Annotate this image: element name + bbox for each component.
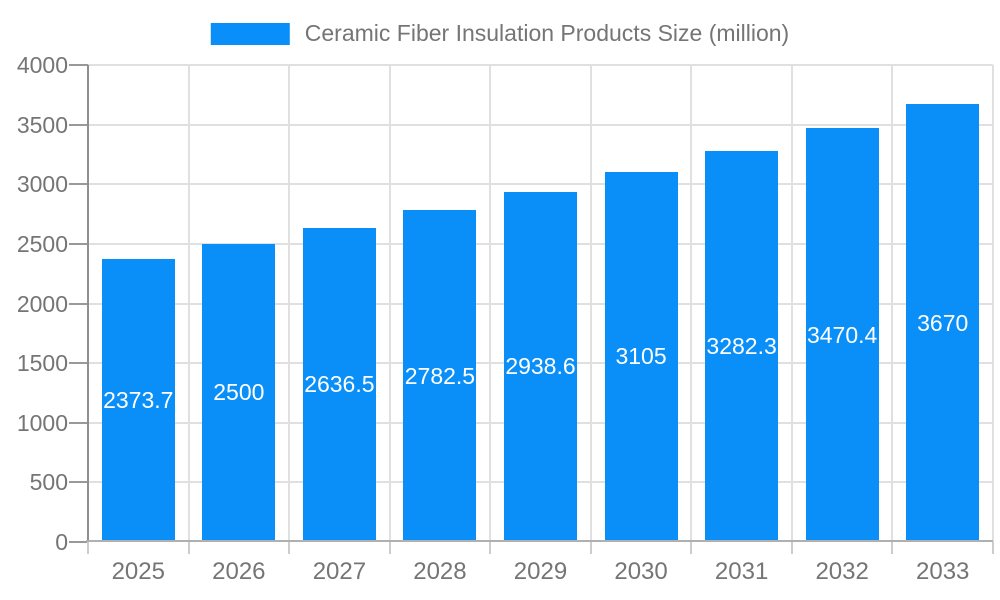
y-axis-tick [69, 302, 88, 305]
bar-value-label: 3282.3 [706, 332, 777, 359]
bar-value-label: 3105 [615, 343, 667, 370]
legend[interactable]: Ceramic Fiber Insulation Products Size (… [210, 20, 790, 47]
bar-2030: 3105 [604, 171, 678, 542]
y-axis-label: 4000 [16, 52, 68, 78]
x-axis-label-2028: 2028 [413, 558, 467, 585]
y-axis-label: 500 [29, 469, 68, 496]
bar-2032: 3470.4 [805, 128, 879, 542]
x-axis-label-2025: 2025 [111, 558, 165, 585]
gridline-horizontal [88, 123, 993, 126]
y-axis-label: 1000 [16, 409, 68, 436]
bar-value-label: 3470.4 [806, 321, 878, 348]
x-axis-tick [589, 542, 592, 554]
x-axis-tick [87, 542, 89, 554]
gridline-vertical [891, 65, 894, 542]
x-axis-tick [992, 542, 994, 554]
y-axis-tick [69, 362, 88, 365]
y-axis-tick [69, 183, 88, 186]
x-axis-tick [489, 542, 492, 554]
bar-2027: 2636.5 [302, 227, 376, 542]
legend-swatch [210, 22, 290, 45]
gridline-vertical [790, 65, 793, 542]
gridline-vertical [589, 65, 592, 542]
bar-value-label: 2373.7 [103, 386, 174, 413]
bar-value-label: 2782.5 [404, 362, 476, 389]
gridline-vertical [690, 65, 693, 542]
legend-label: Ceramic Fiber Insulation Products Size (… [304, 20, 790, 46]
bar-2025: 2373.7 [101, 258, 175, 542]
y-axis-tick [69, 481, 88, 484]
x-axis-tick [790, 542, 793, 554]
bar-value-label: 2636.5 [304, 371, 375, 398]
bar-2029: 2938.6 [504, 191, 577, 542]
y-axis-tick [69, 421, 88, 424]
y-axis-label: 3500 [16, 111, 68, 138]
x-axis-tick [187, 542, 190, 554]
y-axis-tick [69, 541, 88, 543]
y-axis-tick [69, 64, 88, 66]
y-axis-label: 1500 [16, 350, 68, 377]
y-axis-tick [69, 242, 88, 245]
x-axis-tick [891, 542, 894, 554]
gridline-vertical [489, 65, 492, 542]
y-axis-label: 2500 [16, 230, 68, 257]
y-axis-label: 0 [55, 529, 68, 555]
x-axis-label-2027: 2027 [312, 558, 367, 585]
bar-value-label: 3670 [917, 309, 969, 336]
x-axis-tick [388, 542, 391, 554]
y-axis-label: 2000 [16, 290, 68, 317]
x-axis-tick [690, 542, 693, 554]
bar-value-label: 2500 [213, 379, 265, 406]
gridline-horizontal [88, 64, 993, 66]
x-axis-tick [288, 542, 291, 554]
gridline-vertical [992, 65, 994, 542]
gridline-vertical [187, 65, 190, 542]
plot-area: 2373.7 2500 2636.5 2782.5 2938.6 3105 3282.3 34… [17, 52, 994, 585]
x-axis-label-2026: 2026 [212, 558, 266, 585]
gridline-horizontal [88, 183, 993, 186]
x-axis-label-2031: 2031 [714, 558, 769, 585]
bar-2033: 3670 [906, 104, 980, 542]
gridline-vertical [288, 65, 291, 542]
x-axis-label-2033: 2033 [916, 558, 970, 585]
x-axis-label-2029: 2029 [513, 558, 568, 585]
bar-2028: 2782.5 [403, 210, 477, 542]
bar-value-label: 2938.6 [505, 353, 576, 380]
y-axis-line [87, 65, 89, 542]
x-axis-line [86, 540, 993, 542]
bar-2031: 3282.3 [705, 150, 779, 542]
x-axis-label-2030: 2030 [614, 558, 668, 585]
bar-2026: 2500 [202, 243, 276, 542]
x-axis-label-2032: 2032 [815, 558, 869, 585]
y-axis-tick [69, 123, 88, 126]
y-axis-label: 3000 [16, 171, 68, 198]
gridline-vertical [388, 65, 391, 542]
